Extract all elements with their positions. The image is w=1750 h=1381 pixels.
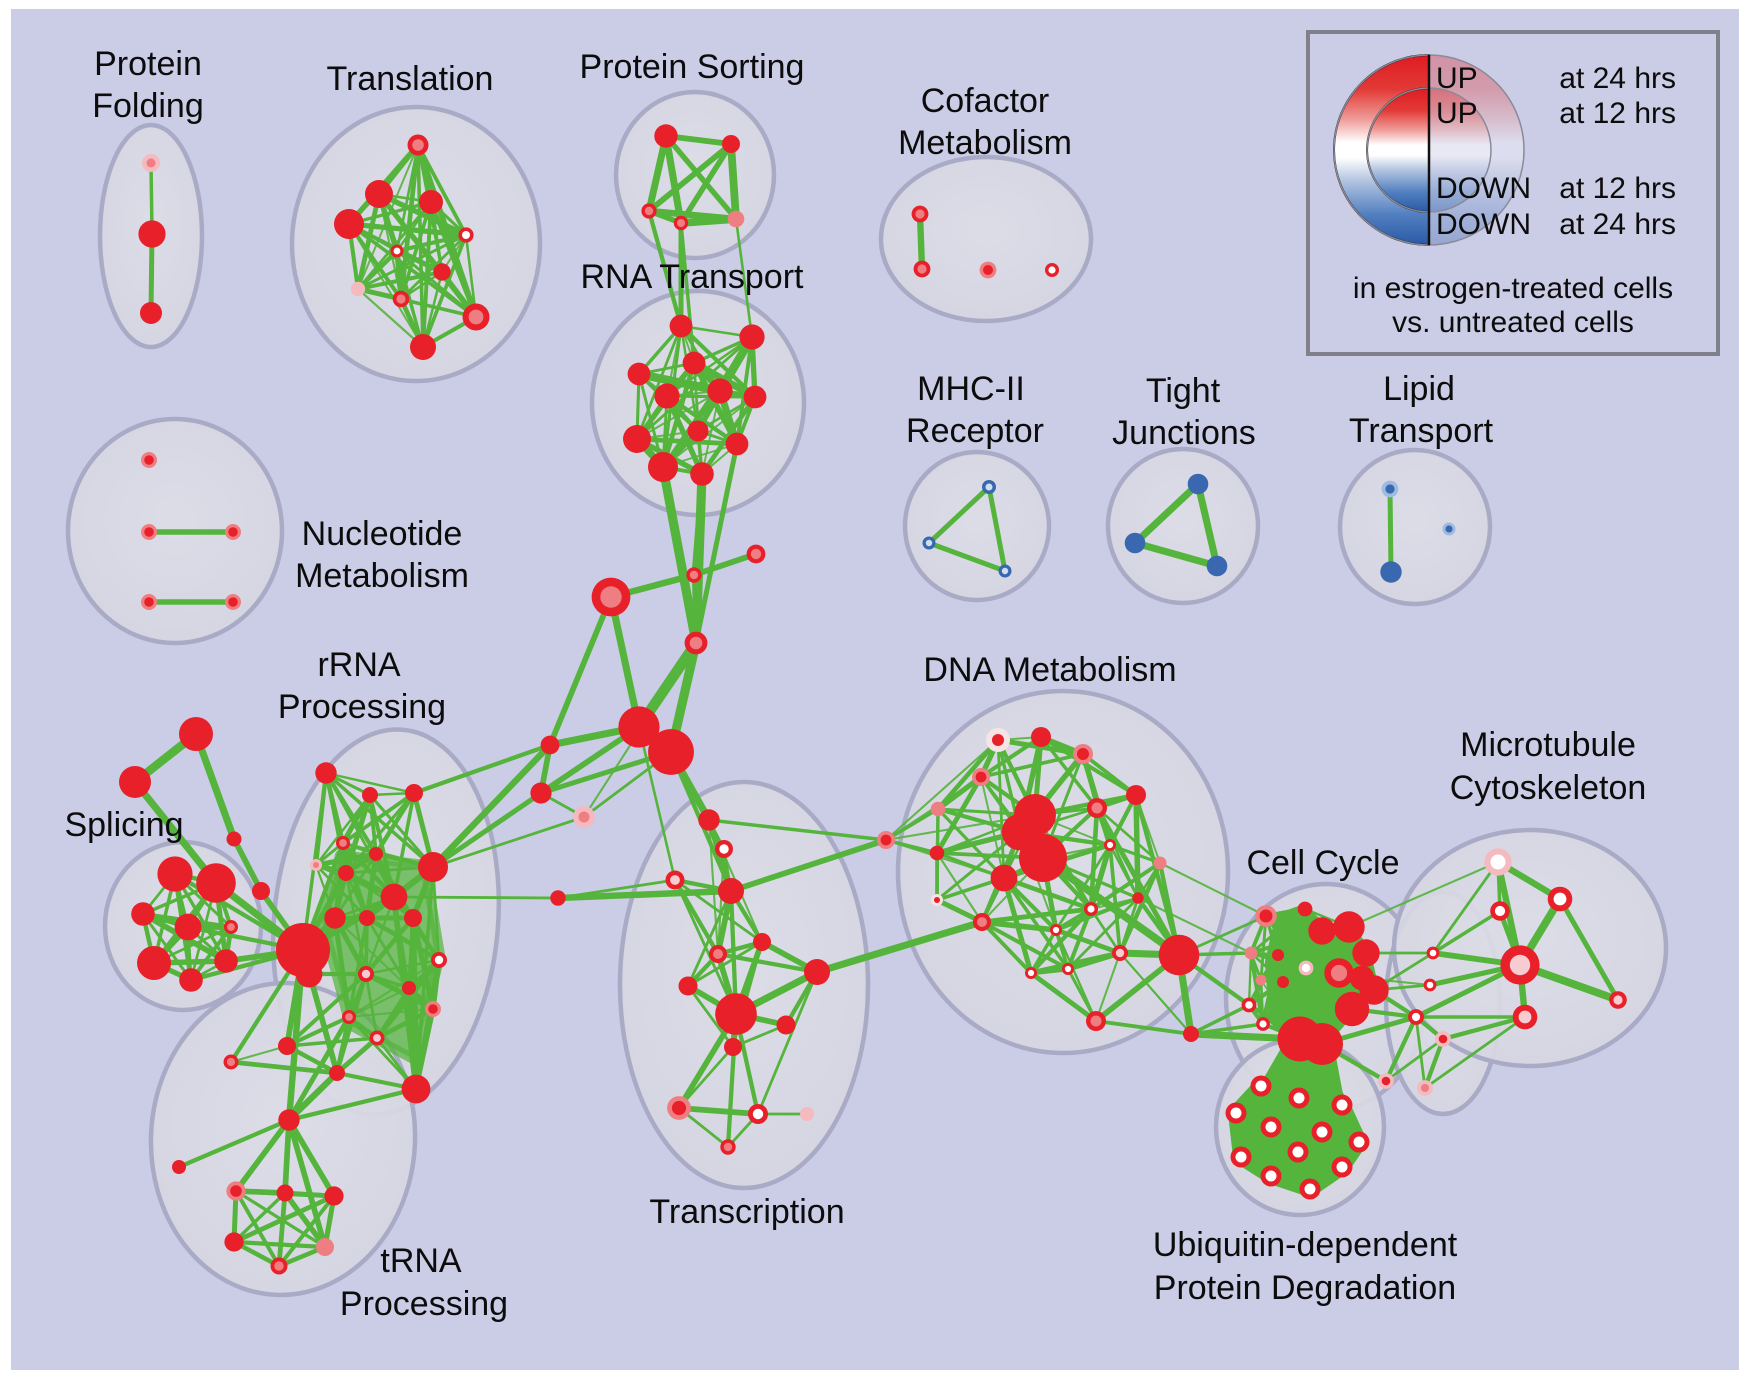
- svg-text:DOWN: DOWN: [1436, 208, 1531, 241]
- svg-text:Translation: Translation: [327, 60, 494, 98]
- svg-text:Protein: Protein: [94, 45, 202, 83]
- svg-text:DNA Metabolism: DNA Metabolism: [923, 651, 1176, 689]
- svg-text:Lipid: Lipid: [1383, 370, 1455, 408]
- svg-text:MHC-II: MHC-II: [917, 370, 1025, 408]
- svg-text:rRNA: rRNA: [317, 646, 400, 684]
- svg-text:vs. untreated cells: vs. untreated cells: [1392, 306, 1634, 339]
- svg-text:tRNA: tRNA: [380, 1242, 462, 1280]
- svg-text:Cytoskeleton: Cytoskeleton: [1450, 769, 1647, 807]
- svg-text:UP: UP: [1436, 97, 1478, 130]
- svg-text:Transport: Transport: [1349, 412, 1494, 450]
- svg-text:Microtubule: Microtubule: [1460, 726, 1636, 764]
- svg-text:DOWN: DOWN: [1436, 172, 1531, 205]
- svg-text:Tight: Tight: [1146, 372, 1221, 410]
- svg-text:RNA Transport: RNA Transport: [581, 258, 805, 296]
- svg-text:in estrogen-treated cells: in estrogen-treated cells: [1353, 272, 1673, 305]
- svg-text:Metabolism: Metabolism: [898, 124, 1072, 162]
- svg-text:at 24 hrs: at 24 hrs: [1559, 208, 1676, 241]
- svg-text:Processing: Processing: [340, 1285, 508, 1323]
- svg-text:UP: UP: [1436, 62, 1478, 95]
- svg-text:Nucleotide: Nucleotide: [302, 515, 463, 553]
- svg-text:Protein Degradation: Protein Degradation: [1154, 1269, 1456, 1307]
- svg-text:Receptor: Receptor: [906, 412, 1044, 450]
- svg-text:Folding: Folding: [92, 87, 204, 125]
- svg-text:at 24 hrs: at 24 hrs: [1559, 62, 1676, 95]
- svg-text:at 12 hrs: at 12 hrs: [1559, 172, 1676, 205]
- svg-text:Ubiquitin-dependent: Ubiquitin-dependent: [1153, 1226, 1458, 1264]
- svg-text:Processing: Processing: [278, 688, 446, 726]
- svg-text:Cell Cycle: Cell Cycle: [1246, 844, 1399, 882]
- svg-text:Metabolism: Metabolism: [295, 557, 469, 595]
- svg-text:at 12 hrs: at 12 hrs: [1559, 97, 1676, 130]
- svg-text:Junctions: Junctions: [1112, 414, 1256, 452]
- svg-text:Protein Sorting: Protein Sorting: [580, 48, 805, 86]
- svg-text:Splicing: Splicing: [64, 806, 183, 844]
- svg-text:Cofactor: Cofactor: [921, 82, 1050, 120]
- svg-text:Transcription: Transcription: [649, 1193, 844, 1231]
